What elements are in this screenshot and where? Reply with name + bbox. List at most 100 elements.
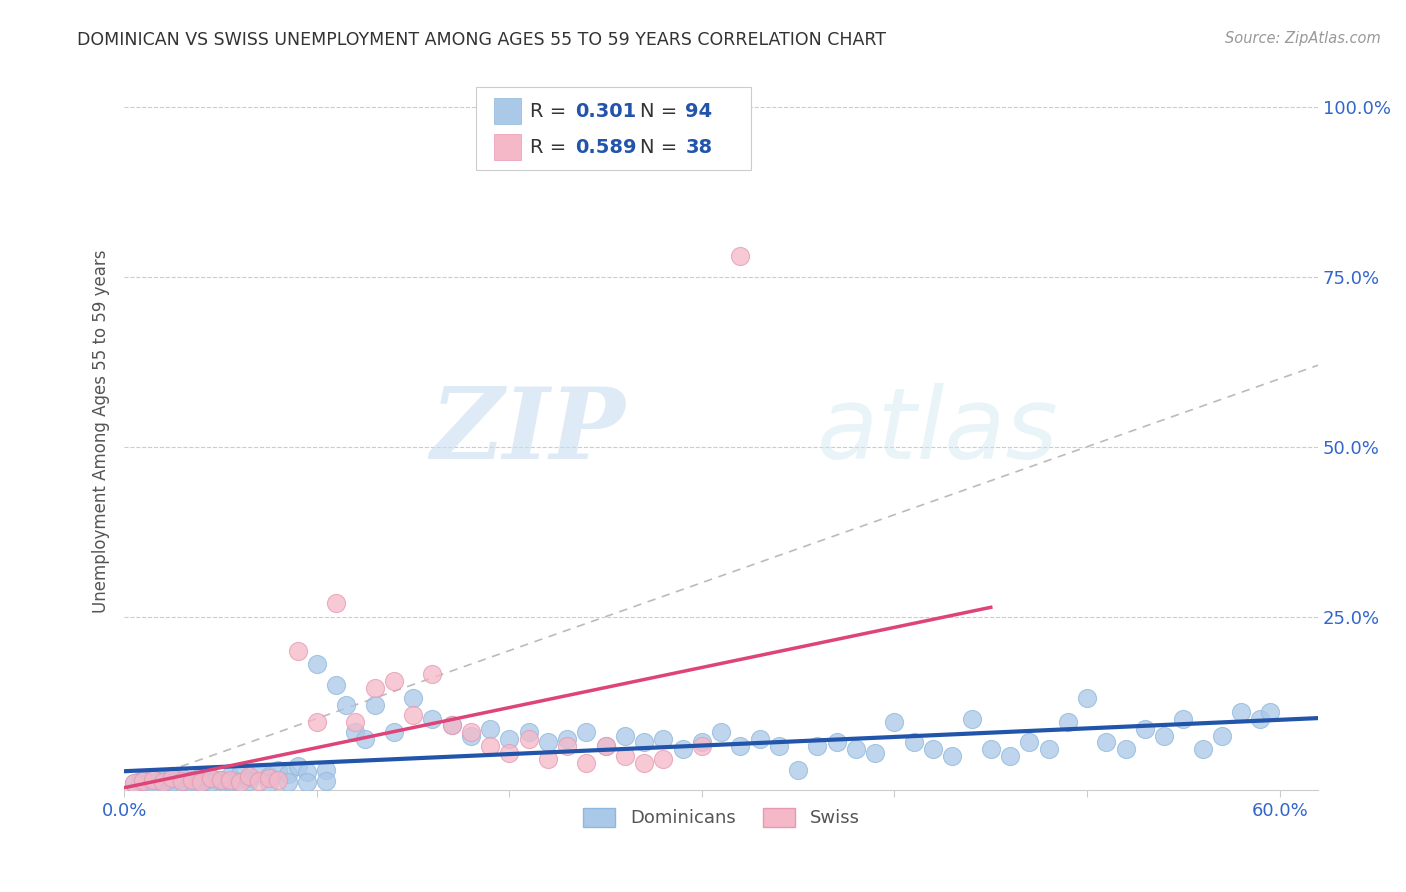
Point <box>440 718 463 732</box>
Point <box>229 775 252 789</box>
Point <box>555 731 578 746</box>
Point <box>325 677 347 691</box>
Point <box>1249 712 1271 726</box>
Point <box>498 731 520 746</box>
Point <box>1153 729 1175 743</box>
Point <box>787 763 810 777</box>
Point <box>209 772 232 787</box>
Text: 0.301: 0.301 <box>575 102 637 120</box>
Text: R =: R = <box>530 138 572 157</box>
Point <box>672 742 695 756</box>
Point <box>200 772 222 786</box>
Point <box>229 767 252 781</box>
Point <box>170 772 193 786</box>
Point <box>142 772 165 787</box>
Point <box>148 774 170 789</box>
Point <box>690 735 713 749</box>
Point <box>517 725 540 739</box>
Point <box>479 722 502 736</box>
Point <box>1230 705 1253 719</box>
Point <box>315 763 337 777</box>
Point <box>768 739 790 753</box>
Point <box>748 731 770 746</box>
Point <box>335 698 357 712</box>
Point <box>1133 722 1156 736</box>
Point <box>200 772 222 786</box>
Text: N =: N = <box>640 138 683 157</box>
Point <box>363 681 385 695</box>
Point <box>460 725 482 739</box>
Point <box>363 698 385 712</box>
Point <box>247 774 270 789</box>
Point <box>305 714 328 729</box>
Point <box>174 774 197 789</box>
Point <box>128 774 150 789</box>
Point <box>595 739 617 753</box>
Point <box>186 775 208 789</box>
Point <box>633 735 655 749</box>
Point <box>180 772 202 787</box>
Point <box>710 725 733 739</box>
Point <box>633 756 655 770</box>
Bar <box>495 135 520 161</box>
Point <box>998 748 1021 763</box>
Point <box>132 774 155 789</box>
Point <box>440 718 463 732</box>
Point <box>922 742 945 756</box>
Point <box>219 775 242 789</box>
Point <box>1211 729 1233 743</box>
Text: ZIP: ZIP <box>430 384 626 480</box>
Point <box>277 767 299 781</box>
Point <box>960 712 983 726</box>
Point <box>238 772 260 786</box>
Text: DOMINICAN VS SWISS UNEMPLOYMENT AMONG AGES 55 TO 59 YEARS CORRELATION CHART: DOMINICAN VS SWISS UNEMPLOYMENT AMONG AG… <box>77 31 886 49</box>
Point <box>613 748 636 763</box>
Point <box>690 739 713 753</box>
Text: 38: 38 <box>685 138 713 157</box>
Point <box>247 766 270 780</box>
Point <box>162 769 184 783</box>
Point <box>167 773 190 788</box>
Point <box>190 775 212 789</box>
Point <box>382 674 405 689</box>
Point <box>354 731 377 746</box>
Text: atlas: atlas <box>817 383 1059 480</box>
Point <box>1038 742 1060 756</box>
Point <box>479 739 502 753</box>
Point <box>498 746 520 760</box>
Point <box>225 774 247 789</box>
Y-axis label: Unemployment Among Ages 55 to 59 years: Unemployment Among Ages 55 to 59 years <box>93 250 110 613</box>
Point <box>1115 742 1137 756</box>
Point <box>420 667 443 681</box>
Point <box>825 735 848 749</box>
Point <box>142 776 165 790</box>
Point <box>1095 735 1118 749</box>
Text: 94: 94 <box>685 102 713 120</box>
Point <box>287 643 309 657</box>
Point <box>295 764 318 779</box>
Point <box>152 775 174 789</box>
Point <box>122 776 145 790</box>
Point <box>287 759 309 773</box>
Point <box>205 773 228 788</box>
Point <box>170 774 193 789</box>
Point <box>162 772 184 786</box>
Point <box>344 725 367 739</box>
Point <box>277 774 299 789</box>
Point <box>257 776 280 790</box>
FancyBboxPatch shape <box>477 87 751 169</box>
Text: N =: N = <box>640 102 683 120</box>
Point <box>180 776 202 790</box>
Point <box>132 772 155 787</box>
Point <box>1173 712 1195 726</box>
Point <box>1258 705 1281 719</box>
Point <box>219 772 242 787</box>
Point <box>295 775 318 789</box>
Text: R =: R = <box>530 102 572 120</box>
Point <box>941 748 963 763</box>
Point <box>315 774 337 789</box>
Point <box>155 775 177 789</box>
Point <box>730 739 752 753</box>
Point <box>344 714 367 729</box>
Point <box>1191 742 1213 756</box>
